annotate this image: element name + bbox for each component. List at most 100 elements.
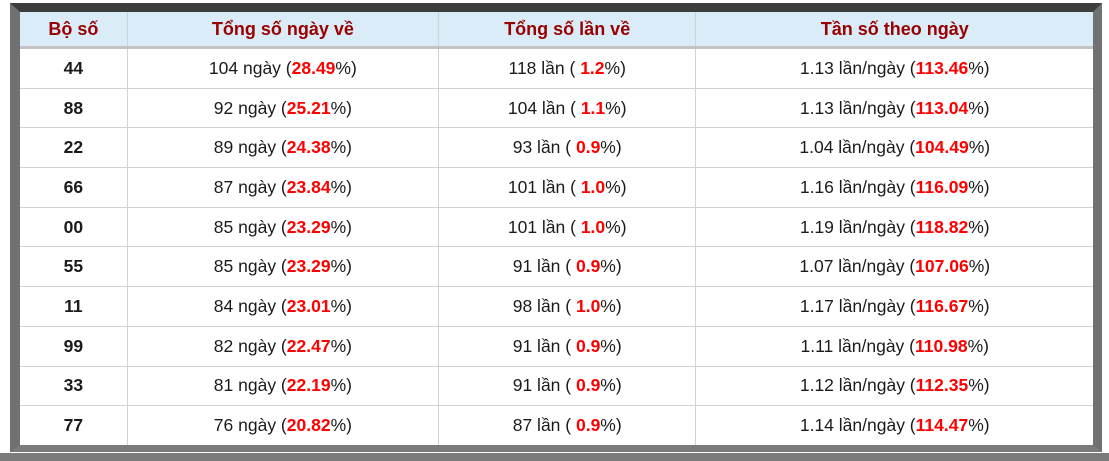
times-percent: 0.9 <box>575 375 601 396</box>
column-header-frequency-per-day: Tần số theo ngày <box>695 12 1093 49</box>
column-header-total-days: Tổng số ngày về <box>127 12 439 49</box>
frequency-percent: 107.06 <box>915 256 969 277</box>
total-days-cell: 104 ngày (28.49%) <box>127 47 439 89</box>
frequency-text: 1.12 lần/ngày ( <box>799 375 916 396</box>
times-text: 104 lần ( <box>507 97 581 118</box>
pair-number: 22 <box>63 137 84 158</box>
frequency-text: 1.11 lần/ngày ( <box>800 335 915 356</box>
days-text: 84 ngày ( <box>213 295 287 316</box>
frequency-percent: 110.98 <box>915 335 968 356</box>
bottom-scrollbar-track[interactable] <box>0 453 1109 461</box>
times-text: 101 lần ( <box>507 216 581 237</box>
pair-number-cell: 77 <box>20 405 128 445</box>
days-percent: 23.84 <box>286 176 331 197</box>
table-row: 33 81 ngày (22.19%) 91 lần ( 0.9%) 1.12 … <box>20 365 1093 406</box>
days-percent: 20.82 <box>286 415 331 436</box>
total-times-cell: 101 lần ( 1.0%) <box>438 167 697 208</box>
times-text-close: %) <box>600 335 622 356</box>
frequency-text-close: %) <box>968 57 990 78</box>
statistics-table-frame: Bộ số Tổng số ngày về Tổng số lần về Tần… <box>10 3 1102 452</box>
days-percent: 28.49 <box>291 57 336 78</box>
pair-number: 44 <box>63 57 84 78</box>
pair-number: 00 <box>63 216 84 237</box>
pair-number-cell: 00 <box>20 206 128 247</box>
total-times-cell: 87 lần ( 0.9%) <box>438 405 697 445</box>
frequency-cell: 1.07 lần/ngày (107.06%) <box>695 246 1093 287</box>
times-text: 87 lần ( <box>512 415 576 436</box>
table-row: 77 76 ngày (20.82%) 87 lần ( 0.9%) 1.14 … <box>20 405 1093 445</box>
frequency-percent: 114.47 <box>915 415 969 436</box>
days-text-close: %) <box>330 256 352 277</box>
days-percent: 23.29 <box>286 256 331 277</box>
frequency-text-close: %) <box>968 295 990 316</box>
table-row: 99 82 ngày (22.47%) 91 lần ( 0.9%) 1.11 … <box>20 325 1093 366</box>
pair-number: 11 <box>64 295 83 316</box>
frequency-cell: 1.13 lần/ngày (113.46%) <box>695 47 1093 89</box>
days-text: 81 ngày ( <box>213 375 287 396</box>
total-times-cell: 104 lần ( 1.1%) <box>438 87 697 128</box>
lottery-pair-statistics-table: Bộ số Tổng số ngày về Tổng số lần về Tần… <box>20 12 1093 445</box>
pair-number: 88 <box>63 97 84 118</box>
total-days-cell: 87 ngày (23.84%) <box>127 167 439 208</box>
days-percent: 24.38 <box>286 137 331 158</box>
pair-number-cell: 44 <box>20 47 128 89</box>
times-text: 101 lần ( <box>507 176 581 197</box>
days-text-close: %) <box>330 335 352 356</box>
total-days-cell: 85 ngày (23.29%) <box>127 206 439 247</box>
total-times-cell: 91 lần ( 0.9%) <box>438 246 697 287</box>
frequency-cell: 1.19 lần/ngày (118.82%) <box>695 206 1093 247</box>
times-text: 93 lần ( <box>512 137 576 158</box>
times-percent: 0.9 <box>575 335 601 356</box>
total-days-cell: 92 ngày (25.21%) <box>127 87 439 128</box>
total-times-cell: 118 lần ( 1.2%) <box>438 47 697 89</box>
days-percent: 22.47 <box>286 335 331 356</box>
days-percent: 22.19 <box>286 375 331 396</box>
table-row: 11 84 ngày (23.01%) 98 lần ( 1.0%) 1.17 … <box>20 286 1093 327</box>
total-days-cell: 89 ngày (24.38%) <box>127 127 439 168</box>
times-text-close: %) <box>600 375 622 396</box>
frequency-text: 1.19 lần/ngày ( <box>799 216 916 237</box>
table-row: 00 85 ngày (23.29%) 101 lần ( 1.0%) 1.19… <box>20 206 1093 247</box>
pair-number: 66 <box>63 176 84 197</box>
pair-number-cell: 33 <box>20 365 128 406</box>
days-text: 104 ngày ( <box>208 57 292 78</box>
pair-number: 55 <box>63 256 84 277</box>
pair-number-cell: 55 <box>20 246 128 287</box>
column-header-total-times: Tổng số lần về <box>438 12 697 49</box>
days-text: 87 ngày ( <box>213 176 287 197</box>
times-percent: 1.2 <box>580 57 605 78</box>
frequency-percent: 113.46 <box>915 57 969 78</box>
frequency-percent: 113.04 <box>915 97 969 118</box>
times-text-close: %) <box>600 137 622 158</box>
days-text: 82 ngày ( <box>213 335 287 356</box>
frequency-text: 1.04 lần/ngày ( <box>799 137 916 158</box>
total-times-cell: 93 lần ( 0.9%) <box>438 127 697 168</box>
frequency-text: 1.13 lần/ngày ( <box>799 97 916 118</box>
frequency-cell: 1.16 lần/ngày (116.09%) <box>695 167 1093 208</box>
days-text-close: %) <box>330 137 352 158</box>
total-days-cell: 85 ngày (23.29%) <box>127 246 439 287</box>
pair-number-cell: 11 <box>20 286 128 327</box>
times-text: 91 lần ( <box>512 256 576 277</box>
times-percent: 0.9 <box>575 256 601 277</box>
frequency-text: 1.16 lần/ngày ( <box>799 176 916 197</box>
days-text: 85 ngày ( <box>213 216 287 237</box>
pair-number: 99 <box>63 335 84 356</box>
times-text-close: %) <box>605 176 627 197</box>
times-text-close: %) <box>600 295 622 316</box>
table-row: 66 87 ngày (23.84%) 101 lần ( 1.0%) 1.16… <box>20 167 1093 208</box>
table-row: 44 104 ngày (28.49%) 118 lần ( 1.2%) 1.1… <box>20 47 1093 89</box>
times-text-close: %) <box>600 256 622 277</box>
header-row: Bộ số Tổng số ngày về Tổng số lần về Tần… <box>20 12 1093 49</box>
times-percent: 1.0 <box>575 295 601 316</box>
total-times-cell: 91 lần ( 0.9%) <box>438 365 697 406</box>
frequency-percent: 116.67 <box>915 295 969 316</box>
times-percent: 1.0 <box>580 176 606 197</box>
frequency-percent: 116.09 <box>915 176 969 197</box>
times-text: 98 lần ( <box>512 295 576 316</box>
days-percent: 23.01 <box>286 295 331 316</box>
frequency-text: 1.17 lần/ngày ( <box>799 295 916 316</box>
times-text-close: %) <box>600 415 622 436</box>
frequency-cell: 1.04 lần/ngày (104.49%) <box>695 127 1093 168</box>
pair-number-cell: 88 <box>20 87 128 128</box>
